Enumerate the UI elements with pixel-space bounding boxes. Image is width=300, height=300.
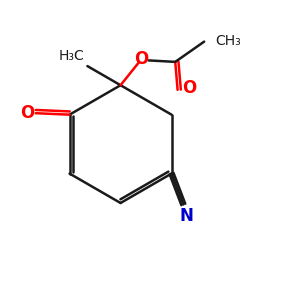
Text: O: O [134, 50, 148, 68]
Text: N: N [179, 207, 193, 225]
Text: CH₃: CH₃ [215, 34, 241, 48]
Text: H₃C: H₃C [59, 49, 85, 63]
Text: O: O [20, 104, 34, 122]
Text: O: O [182, 80, 196, 98]
